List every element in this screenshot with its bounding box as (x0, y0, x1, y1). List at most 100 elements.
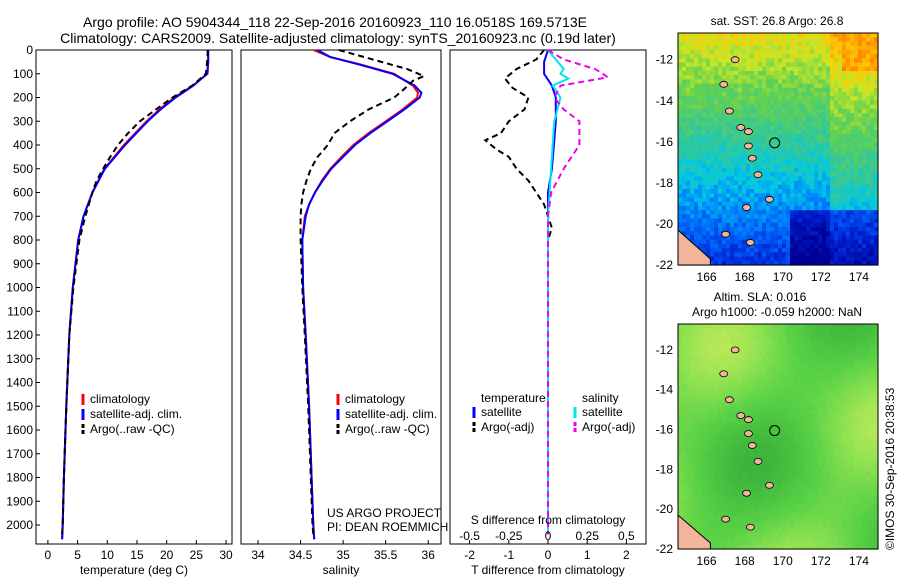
sla-grid-cell (874, 324, 879, 329)
sst-grid-cell (702, 155, 707, 161)
sst-grid-cell (802, 205, 807, 211)
sla-grid-cell (786, 414, 791, 419)
sst-grid-cell (822, 100, 827, 106)
sla-grid-cell (782, 479, 787, 485)
sst-grid-cell (746, 180, 751, 186)
sst-grid-cell (798, 113, 803, 118)
sla-grid-cell (774, 479, 779, 485)
sst-grid-cell (870, 176, 875, 182)
sst-grid-cell (794, 155, 799, 161)
sst-grid-cell (722, 96, 727, 102)
sla-grid-cell (754, 393, 759, 399)
sla-grid-cell (778, 422, 783, 427)
sla-grid-cell (782, 422, 787, 427)
sla-grid-cell (738, 360, 743, 366)
sst-grid-cell (698, 243, 703, 249)
sst-grid-cell (698, 41, 703, 47)
sla-grid-cell (838, 463, 843, 468)
sla-grid-cell (870, 471, 875, 476)
sla-grid-cell (742, 397, 747, 403)
sla-grid-cell (750, 369, 755, 374)
sla-grid-cell (790, 422, 795, 427)
sla-grid-cell (702, 446, 707, 452)
sla-grid-cell (782, 426, 787, 431)
sla-grid-cell (762, 479, 767, 485)
sst-grid-cell (822, 41, 827, 47)
sst-grid-cell (782, 260, 787, 266)
sst-grid-cell (798, 159, 803, 165)
sst-grid-cell (810, 33, 815, 38)
sla-grid-cell (738, 450, 743, 456)
sla-grid-cell (826, 324, 831, 329)
sst-grid-cell (758, 100, 763, 106)
sla-grid-cell (706, 454, 711, 460)
sla-grid-cell (718, 491, 723, 497)
sla-grid-cell (714, 459, 719, 464)
satellite-adj-legend-label: satellite-adj. clim. (90, 407, 182, 421)
sst-grid-cell (802, 235, 807, 241)
sla-grid-cell (846, 369, 851, 374)
sst-grid-cell (830, 163, 835, 169)
sla-grid-cell (706, 446, 711, 452)
sla-grid-cell (818, 401, 823, 407)
sst-grid-cell (698, 193, 703, 199)
sst-grid-cell (862, 159, 867, 165)
sst-grid-cell (742, 108, 747, 114)
sst-grid-cell (702, 62, 707, 68)
sst-grid-cell (802, 146, 807, 152)
sst-grid-cell (710, 96, 715, 102)
sla-grid-cell (838, 401, 843, 407)
sla-grid-cell (798, 450, 803, 456)
sla-grid-cell (778, 348, 783, 354)
sla-grid-cell (678, 422, 683, 427)
sla-grid-cell (726, 418, 731, 423)
sla-grid-cell (830, 483, 835, 489)
sla-grid-cell (818, 487, 823, 493)
sst-grid-cell (742, 184, 747, 190)
sst-grid-cell (838, 222, 843, 228)
sst-grid-cell (734, 108, 739, 114)
sla-grid-cell (814, 459, 819, 464)
sla-grid-cell (706, 352, 711, 358)
sst-grid-cell (746, 75, 751, 80)
sla-grid-cell (786, 405, 791, 411)
sst-grid-cell (794, 96, 799, 102)
sst-grid-cell (746, 79, 751, 85)
sla-grid-cell (686, 442, 691, 448)
sst-grid-cell (778, 260, 783, 266)
sst-grid-cell (802, 214, 807, 220)
temperature-x-axis-label: temperature (deg C) (80, 563, 188, 577)
sla-grid-cell (766, 377, 771, 382)
sst-grid-cell (822, 49, 827, 55)
sla-grid-cell (766, 491, 771, 497)
sst-grid-cell (790, 197, 795, 203)
sst-grid-cell (862, 163, 867, 169)
sla-grid-cell (798, 332, 803, 337)
sla-grid-cell (758, 491, 763, 497)
sst-grid-cell (842, 62, 847, 68)
sla-grid-cell (738, 454, 743, 460)
sla-grid-cell (822, 377, 827, 382)
sla-grid-cell (790, 336, 795, 341)
sla-grid-cell (834, 328, 839, 333)
sla-grid-cell (710, 324, 715, 329)
sst-grid-cell (714, 172, 719, 178)
sla-grid-cell (870, 409, 875, 415)
sla-grid-cell (790, 454, 795, 460)
sla-grid-cell (862, 373, 867, 378)
sst-grid-cell (694, 151, 699, 156)
sla-grid-cell (854, 397, 859, 403)
sst-grid-cell (766, 87, 771, 93)
sla-grid-cell (778, 454, 783, 460)
sla-grid-cell (786, 336, 791, 341)
sla-grid-cell (782, 483, 787, 489)
sst-grid-cell (822, 189, 827, 194)
sst-grid-cell (810, 125, 815, 131)
sla-grid-cell (750, 328, 755, 333)
sla-grid-cell (786, 401, 791, 407)
sst-grid-cell (754, 41, 759, 47)
sla-grid-cell (822, 373, 827, 378)
sla-grid-cell (690, 479, 695, 485)
sla-grid-cell (742, 463, 747, 468)
sst-grid-cell (766, 151, 771, 156)
